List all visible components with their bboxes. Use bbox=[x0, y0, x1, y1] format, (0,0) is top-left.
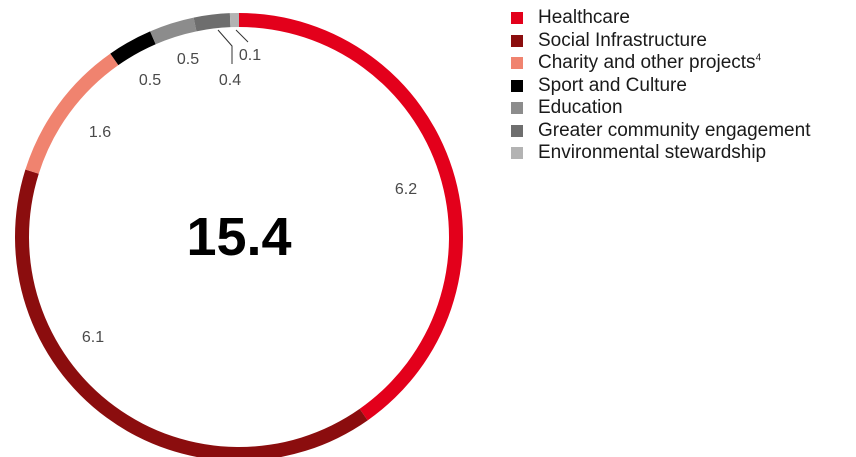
legend-label-charity-and-other-projects: Charity and other projects4 bbox=[538, 52, 762, 74]
slice-environmental-stewardship bbox=[229, 13, 239, 28]
legend-swatch-greater-community-engagement bbox=[511, 124, 523, 137]
slice-greater-community-engagement bbox=[193, 13, 231, 32]
legend-footnote-charity-and-other-projects: 4 bbox=[755, 52, 762, 64]
legend-item-sport-and-culture: Sport and Culture bbox=[511, 75, 810, 98]
slice-label-healthcare: 6.2 bbox=[395, 181, 417, 198]
slice-labels: 6.2 6.1 1.6 0.5 0.5 0.4 0.1 bbox=[82, 47, 417, 346]
leader-line-greater-community-engagement bbox=[217, 29, 233, 64]
slice-sport-and-culture bbox=[110, 31, 156, 66]
legend-swatch-education bbox=[511, 102, 523, 115]
legend: Healthcare Social Infrastructure Charity a… bbox=[511, 7, 810, 165]
slice-charity-and-other-projects bbox=[25, 53, 119, 174]
leader-line-environmental-stewardship bbox=[235, 29, 249, 43]
legend-label-greater-community-engagement: Greater community engagement bbox=[538, 119, 811, 141]
legend-swatch-environmental-stewardship bbox=[511, 147, 523, 160]
slice-label-charity-and-other-projects: 1.6 bbox=[89, 124, 111, 141]
legend-item-greater-community-engagement: Greater community engagement bbox=[511, 120, 810, 143]
slice-label-education: 0.5 bbox=[177, 51, 199, 68]
legend-label-sport-and-culture: Sport and Culture bbox=[538, 74, 687, 96]
donut-slices bbox=[15, 13, 464, 457]
legend-label-environmental-stewardship: Environmental stewardship bbox=[538, 142, 767, 164]
slice-label-social-infrastructure: 6.1 bbox=[82, 329, 104, 346]
legend-label-education: Education bbox=[538, 97, 623, 119]
slice-label-greater-community-engagement: 0.4 bbox=[219, 72, 241, 89]
legend-item-social-infrastructure: Social Infrastructure bbox=[511, 30, 810, 53]
legend-swatch-social-infrastructure bbox=[511, 34, 523, 47]
slice-social-infrastructure bbox=[15, 169, 368, 457]
legend-swatch-charity-and-other-projects bbox=[511, 57, 523, 70]
slice-education bbox=[150, 17, 197, 45]
slice-label-environmental-stewardship: 0.1 bbox=[239, 47, 261, 64]
total-value: 15.4 bbox=[186, 207, 291, 267]
legend-item-charity-and-other-projects: Charity and other projects4 bbox=[511, 52, 810, 75]
legend-swatch-healthcare bbox=[511, 12, 523, 25]
slice-label-sport-and-culture: 0.5 bbox=[139, 72, 161, 89]
legend-swatch-sport-and-culture bbox=[511, 79, 523, 92]
legend-item-education: Education bbox=[511, 97, 810, 120]
leader-lines bbox=[217, 29, 249, 64]
legend-item-healthcare: Healthcare bbox=[511, 7, 810, 30]
legend-label-social-infrastructure: Social Infrastructure bbox=[538, 29, 707, 51]
donut-chart: 6.2 6.1 1.6 0.5 0.5 0.4 0.1 15.4 bbox=[15, 13, 464, 457]
legend-label-healthcare: Healthcare bbox=[538, 7, 630, 29]
legend-item-environmental-stewardship: Environmental stewardship bbox=[511, 142, 810, 165]
